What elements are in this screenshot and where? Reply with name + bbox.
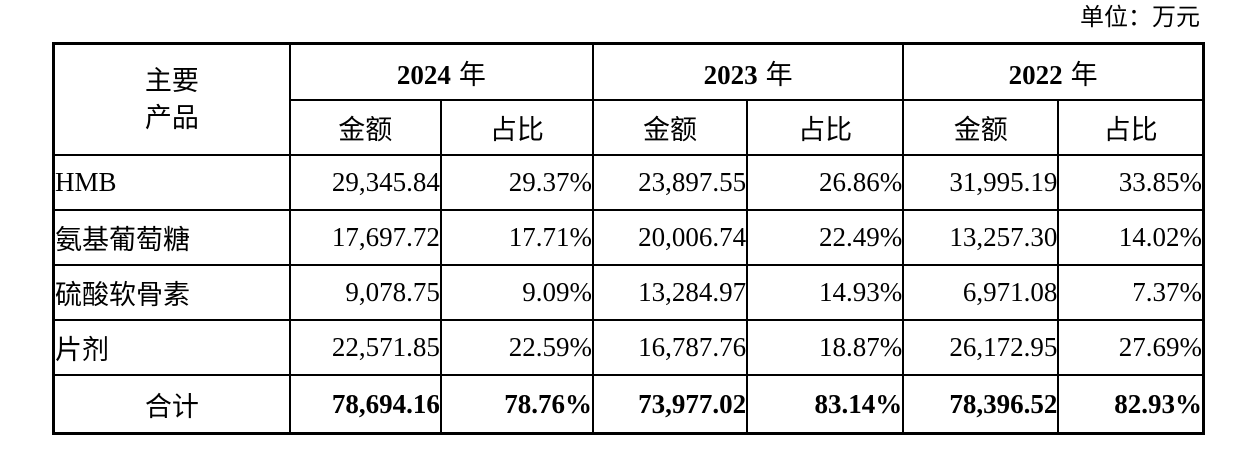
total-ratio-2024: 78.76% <box>439 374 594 435</box>
ratio-2022: 7.37% <box>1057 264 1205 321</box>
amount-2024: 29,345.84 <box>288 154 442 211</box>
unit-label: 单位：万元 <box>1080 5 1200 31</box>
product-name: 硫酸软骨素 <box>52 264 291 321</box>
header-year-2024-suffix: 年 <box>458 59 486 90</box>
amount-2023: 13,284.97 <box>591 264 749 321</box>
product-name: HMB <box>52 154 291 211</box>
product-name: 氨基葡萄糖 <box>52 209 291 266</box>
ratio-2022: 27.69% <box>1057 319 1205 376</box>
ratio-2024: 29.37% <box>439 154 594 211</box>
header-ratio-2023: 占比 <box>746 99 905 156</box>
header-amount-2023: 金额 <box>591 99 749 156</box>
header-row-subcolumns: 金额 占比 金额 占比 金额 占比 <box>54 99 1205 156</box>
header-year-2024-number: 2024 <box>396 59 451 90</box>
header-main-products-line1: 主要 <box>144 66 199 97</box>
table-body: HMB 29,345.84 29.37% 23,897.55 26.86% 31… <box>52 154 1205 435</box>
amount-2022: 6,971.08 <box>902 264 1060 321</box>
table-row-hmb: HMB 29,345.84 29.37% 23,897.55 26.86% 31… <box>52 154 1205 211</box>
ratio-2023: 26.86% <box>746 154 905 211</box>
ratio-2022: 33.85% <box>1057 154 1205 211</box>
ratio-2023: 18.87% <box>746 319 905 376</box>
header-main-products-line2: 产品 <box>144 102 199 133</box>
amount-2023: 16,787.76 <box>591 319 749 376</box>
header-year-2023-number: 2023 <box>703 59 758 90</box>
total-label: 合计 <box>52 374 291 435</box>
ratio-2023: 22.49% <box>746 209 905 266</box>
header-row-years: 主要 产品 2024 年 2023 年 2022 年 <box>52 42 1205 156</box>
amount-2022: 26,172.95 <box>902 319 1060 376</box>
header-year-2024: 2024 年 <box>288 42 594 101</box>
table-row-glucosamine: 氨基葡萄糖 17,697.72 17.71% 20,006.74 22.49% … <box>52 209 1205 266</box>
amount-2024: 17,697.72 <box>288 209 442 266</box>
header-year-2022: 2022 年 <box>902 42 1205 101</box>
amount-2022: 31,995.19 <box>902 154 1060 211</box>
total-ratio-2022: 82.93% <box>1057 374 1205 435</box>
total-ratio-2023: 83.14% <box>746 374 905 435</box>
total-amount-2024: 78,694.16 <box>288 374 442 435</box>
amount-2022: 13,257.30 <box>902 209 1060 266</box>
header-ratio-2022: 占比 <box>1057 99 1205 156</box>
header-year-2023: 2023 年 <box>591 42 905 101</box>
ratio-2023: 14.93% <box>746 264 905 321</box>
table-row-chondroitin: 硫酸软骨素 9,078.75 9.09% 13,284.97 14.93% 6,… <box>52 264 1205 321</box>
table-header: 主要 产品 2024 年 2023 年 2022 年 金额 占比 金额 占比 金额 <box>52 42 1205 156</box>
total-amount-2022: 78,396.52 <box>902 374 1060 435</box>
ratio-2024: 17.71% <box>439 209 594 266</box>
amount-2023: 23,897.55 <box>591 154 749 211</box>
amount-2024: 22,571.85 <box>288 319 442 376</box>
table-row-total: 合计 78,694.16 78.76% 73,977.02 83.14% 78,… <box>52 374 1205 435</box>
header-year-2022-suffix: 年 <box>1070 59 1098 90</box>
total-amount-2023: 73,977.02 <box>591 374 749 435</box>
header-year-2022-number: 2022 <box>1008 59 1063 90</box>
header-ratio-2024: 占比 <box>439 99 594 156</box>
ratio-2022: 14.02% <box>1057 209 1205 266</box>
header-amount-2024: 金额 <box>288 99 442 156</box>
header-amount-2022: 金额 <box>902 99 1060 156</box>
ratio-2024: 22.59% <box>439 319 594 376</box>
header-main-products: 主要 产品 <box>52 42 291 156</box>
revenue-by-product-table: 主要 产品 2024 年 2023 年 2022 年 金额 占比 金额 占比 金额 <box>52 42 1205 435</box>
table-row-tablets: 片剂 22,571.85 22.59% 16,787.76 18.87% 26,… <box>52 319 1205 376</box>
header-year-2023-suffix: 年 <box>765 59 793 90</box>
product-name: 片剂 <box>52 319 291 376</box>
amount-2024: 9,078.75 <box>288 264 442 321</box>
amount-2023: 20,006.74 <box>591 209 749 266</box>
ratio-2024: 9.09% <box>439 264 594 321</box>
